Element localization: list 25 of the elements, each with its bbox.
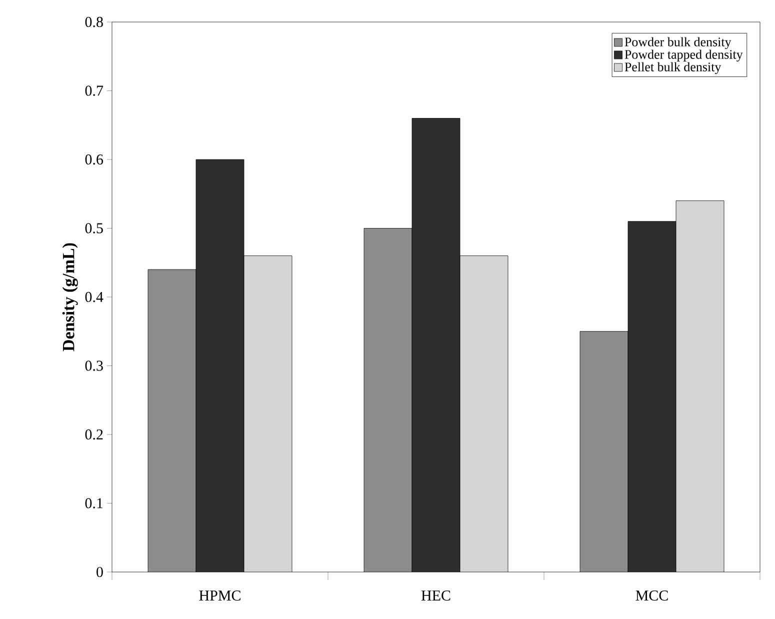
y-tick-label: 0.8 <box>85 16 103 28</box>
legend-label: Pellet bulk density <box>624 62 722 74</box>
bar <box>676 200 724 572</box>
bar <box>148 269 196 572</box>
x-tick-label: MCC <box>636 590 668 601</box>
x-tick-label: HPMC <box>199 590 240 601</box>
x-tick-label: HEC <box>421 590 450 601</box>
bar <box>580 331 628 572</box>
y-tick-label: 0.7 <box>85 86 104 96</box>
y-tick-label: 0.3 <box>85 360 103 371</box>
bar <box>196 159 244 572</box>
y-axis-title: Density (g/mL) <box>62 243 78 352</box>
y-tick-label: 0.6 <box>85 154 104 165</box>
bar <box>412 118 460 572</box>
y-tick-label: 0.5 <box>85 223 103 234</box>
y-tick-label: 0.4 <box>85 292 104 302</box>
legend-label: Powder tapped density <box>624 50 743 62</box>
y-tick-label: 0 <box>96 566 103 578</box>
y-tick-label: 0.1 <box>85 498 103 508</box>
bar <box>628 221 676 572</box>
bar <box>364 228 412 572</box>
legend-label: Powder bulk density <box>624 37 732 50</box>
bar <box>244 256 292 572</box>
y-tick-label: 0.2 <box>85 429 103 440</box>
bar <box>460 256 508 572</box>
